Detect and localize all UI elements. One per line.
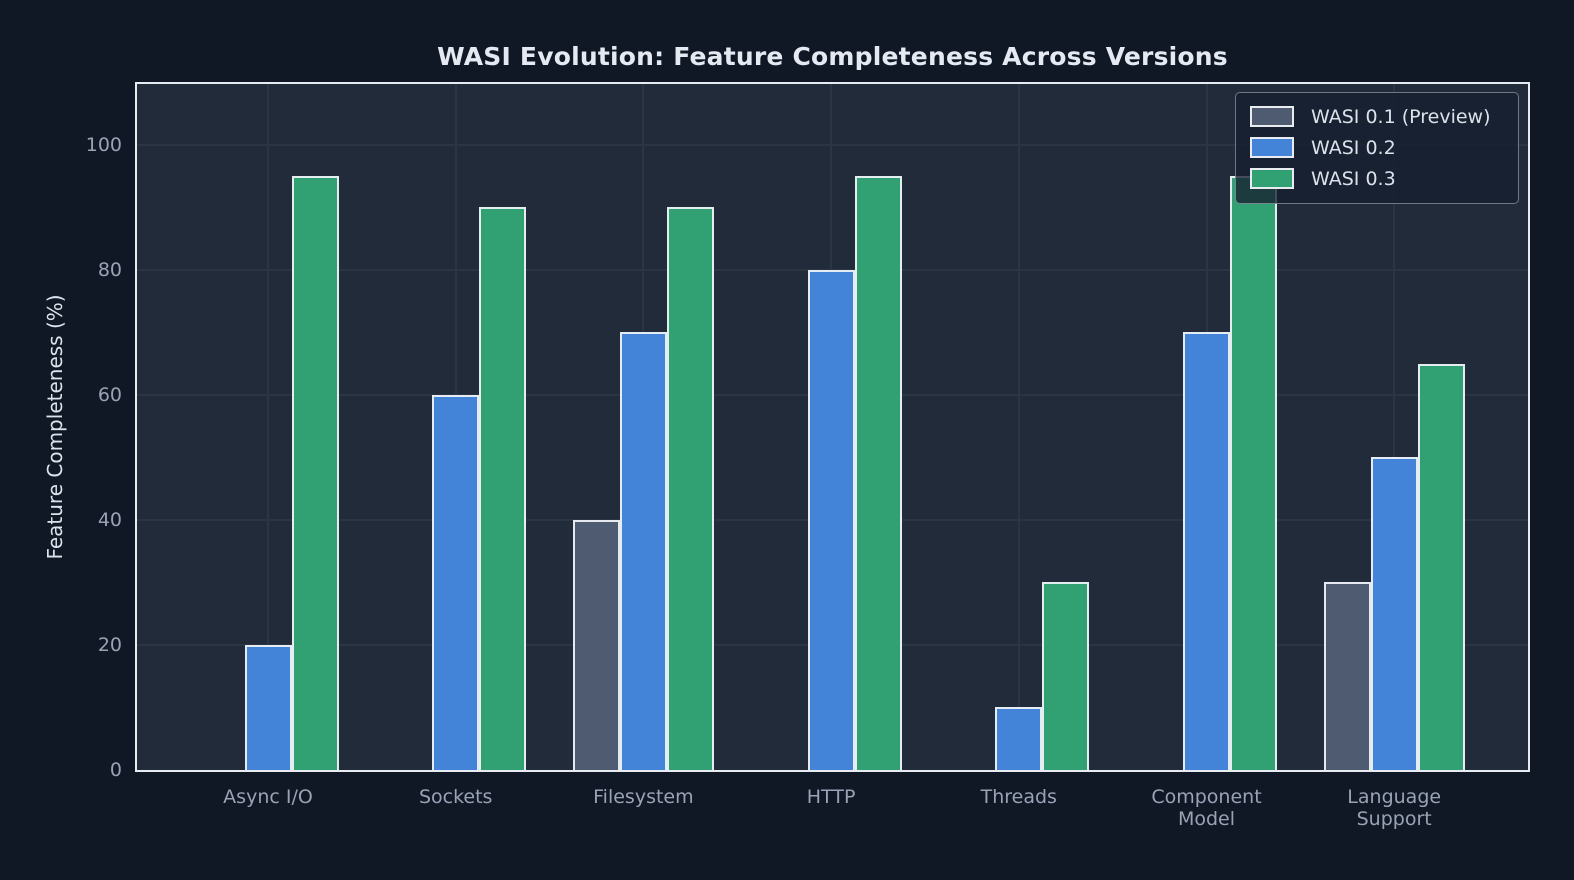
bar-wasi-0-3-threads — [1042, 582, 1090, 770]
x-tick-label-sockets: Sockets — [418, 786, 493, 808]
bar-wasi-0-3-filesystem — [666, 207, 714, 770]
bar-wasi-0-1-preview-language-support — [1323, 582, 1371, 770]
legend-swatch-icon — [1250, 106, 1294, 127]
gridline-x-async-i-o — [267, 84, 269, 770]
legend-row-wasi-0-1-preview: WASI 0.1 (Preview) — [1250, 101, 1506, 132]
gridline-x-language-support — [1393, 84, 1396, 770]
bar-wasi-0-2-component-model — [1183, 332, 1230, 770]
y-tick-label-0: 0 — [109, 759, 122, 781]
legend-row-wasi-0-3: WASI 0.3 — [1250, 163, 1506, 194]
bar-wasi-0-2-http — [807, 270, 855, 770]
y-tick-label-100: 100 — [85, 134, 122, 156]
legend-label: WASI 0.1 (Preview) — [1311, 105, 1491, 128]
bar-wasi-0-2-async-i-o — [244, 645, 292, 770]
bar-wasi-0-2-sockets — [432, 395, 480, 770]
x-tick-label-language-support: Language Support — [1347, 786, 1442, 830]
bar-wasi-0-3-language-support — [1417, 364, 1465, 770]
bar-wasi-0-3-component-model — [1230, 176, 1277, 770]
legend-label: WASI 0.2 — [1311, 136, 1396, 159]
bar-wasi-0-3-sockets — [479, 207, 527, 770]
x-tick-label-async-i-o: Async I/O — [223, 786, 313, 808]
bar-wasi-0-3-async-i-o — [291, 176, 339, 770]
bar-wasi-0-1-preview-filesystem — [572, 520, 620, 770]
y-tick-label-80: 80 — [97, 259, 122, 281]
gridline-y-100 — [137, 144, 1528, 146]
legend-row-wasi-0-2: WASI 0.2 — [1250, 132, 1506, 163]
chart-title: WASI Evolution: Feature Completeness Acr… — [437, 42, 1228, 71]
y-tick-label-20: 20 — [97, 634, 122, 656]
bar-wasi-0-3-http — [854, 176, 902, 770]
x-tick-label-component-model: Component Model — [1151, 786, 1262, 830]
y-tick-label-40: 40 — [97, 509, 122, 531]
bar-wasi-0-2-threads — [995, 707, 1043, 770]
legend: WASI 0.1 (Preview) WASI 0.2 WASI 0.3 — [1235, 92, 1519, 204]
bar-wasi-0-2-filesystem — [619, 332, 667, 770]
gridline-x-threads — [1017, 84, 1020, 770]
legend-swatch-icon — [1250, 137, 1294, 158]
y-tick-label-60: 60 — [97, 384, 122, 406]
legend-swatch-icon — [1250, 168, 1294, 189]
x-tick-label-filesystem: Filesystem — [593, 786, 694, 808]
x-tick-label-threads: Threads — [980, 786, 1057, 808]
bar-wasi-0-2-language-support — [1370, 457, 1418, 770]
legend-label: WASI 0.3 — [1311, 167, 1396, 190]
x-tick-label-http: HTTP — [806, 786, 856, 808]
